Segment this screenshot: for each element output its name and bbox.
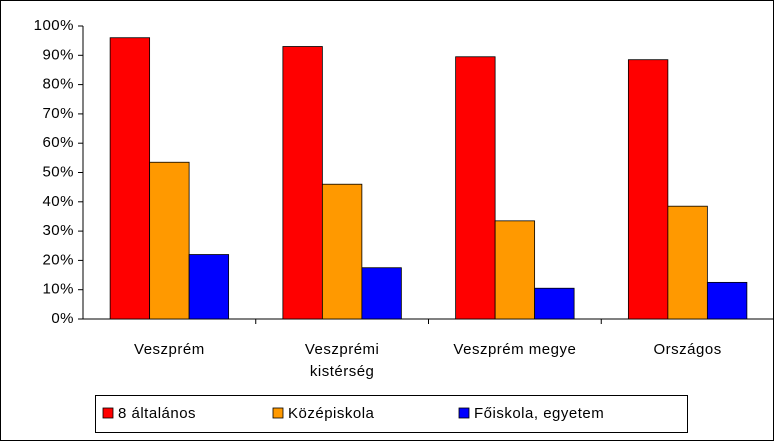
- y-tick-label: 30%: [42, 222, 74, 239]
- legend-box: [95, 395, 688, 433]
- bar: [109, 37, 151, 320]
- bar: [455, 56, 496, 320]
- y-tick-label: 100%: [34, 17, 74, 34]
- bar: [494, 220, 536, 320]
- legend-swatch: [102, 407, 114, 419]
- y-tick-label: 40%: [42, 193, 74, 210]
- y-tick-label: 70%: [42, 105, 74, 122]
- bar: [188, 254, 230, 320]
- y-tick-label: 60%: [42, 134, 74, 151]
- y-tick-label: 0%: [51, 310, 74, 327]
- y-tick-label: 90%: [42, 46, 74, 63]
- legend-swatch: [272, 407, 284, 419]
- y-tick-label: 50%: [42, 163, 74, 180]
- x-tick-label: Veszprémi kistérség: [304, 341, 380, 380]
- bar: [149, 161, 190, 320]
- bar: [667, 205, 708, 320]
- bar: [361, 267, 402, 320]
- legend-label: 8 általános: [118, 405, 196, 422]
- x-tick-label: Veszprém: [134, 341, 205, 358]
- y-tick-label: 80%: [42, 76, 74, 93]
- bar: [534, 287, 575, 320]
- bar: [706, 281, 748, 320]
- legend-label: Főiskola, egyetem: [474, 405, 604, 422]
- bar: [627, 59, 669, 320]
- bar: [321, 183, 363, 320]
- legend-label: Középiskola: [288, 405, 375, 422]
- x-tick-label: Országos: [653, 341, 722, 358]
- legend-swatch: [458, 407, 470, 419]
- y-tick-label: 10%: [42, 281, 74, 298]
- x-tick-label: Veszprém megye: [453, 341, 577, 358]
- bar: [282, 46, 323, 320]
- y-tick-label: 20%: [42, 251, 74, 268]
